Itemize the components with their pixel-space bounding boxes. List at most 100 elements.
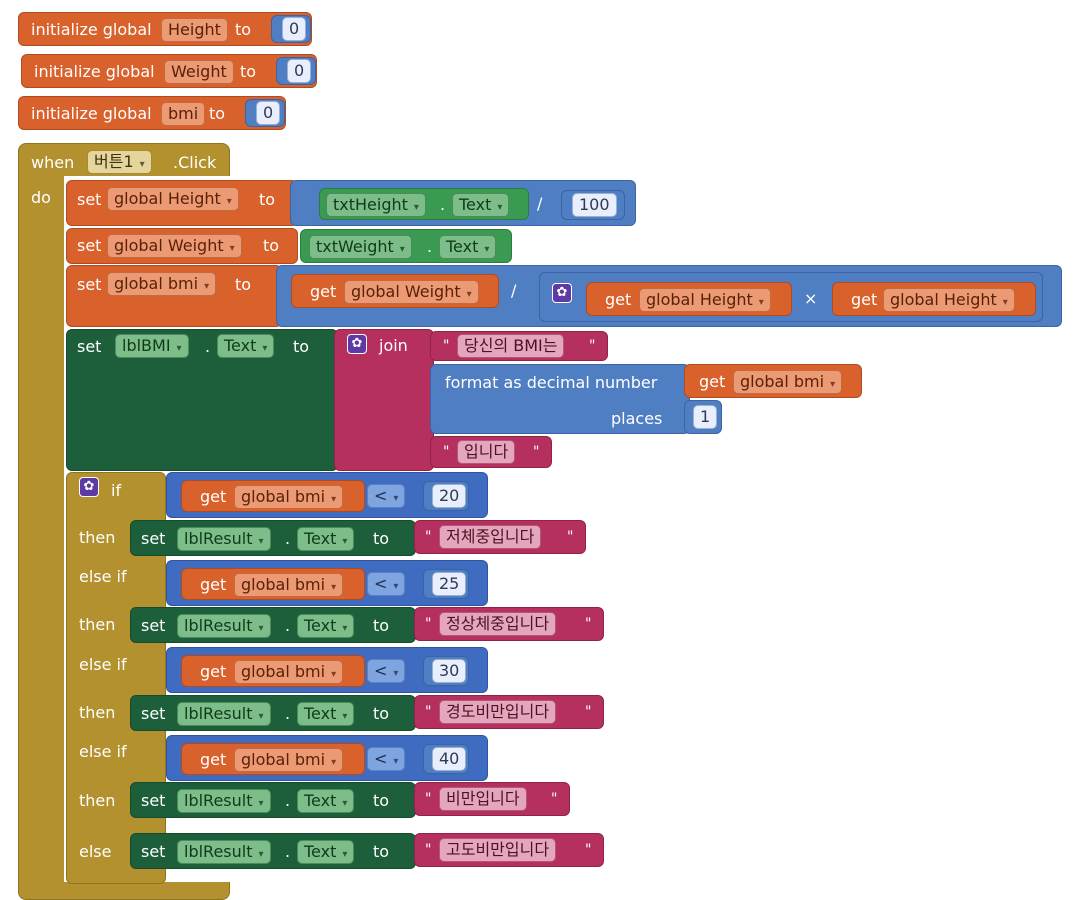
height-var-dropdown[interactable]: global Height ▾ [639, 288, 771, 312]
set-lblresult-text-block[interactable]: set lblResult ▾ . Text ▾ to [130, 782, 416, 818]
height-var-dropdown[interactable]: global Height ▾ [107, 187, 239, 211]
property-dropdown[interactable]: Text ▾ [297, 702, 355, 726]
init-global-weight-block[interactable]: initialize global Weight to 0 [21, 54, 317, 88]
number-block[interactable]: 40 [423, 744, 469, 774]
component-dropdown[interactable]: lblResult ▾ [177, 789, 271, 813]
number-value[interactable]: 25 [432, 572, 467, 596]
compare-operator-dropdown[interactable]: < ▾ [367, 747, 406, 771]
format-decimal-block[interactable]: format as decimal number places [430, 364, 690, 434]
number-block[interactable]: 0 [245, 99, 285, 127]
bmi-var-dropdown[interactable]: global bmi ▾ [234, 660, 344, 684]
set-lblresult-text-block[interactable]: set lblResult ▾ . Text ▾ to [130, 695, 416, 731]
string-block[interactable]: " 당신의 BMI는 " [430, 331, 608, 361]
set-height-block[interactable]: set global Height ▾ to [66, 180, 298, 226]
get-weight-block[interactable]: get global Weight ▾ [291, 274, 499, 308]
global-bmi-name-field[interactable]: bmi [161, 102, 206, 126]
number-value[interactable]: 0 [282, 17, 307, 41]
get-bmi-block[interactable]: get global bmi ▾ [181, 568, 365, 600]
number-block[interactable]: 25 [423, 569, 469, 599]
bmi-divide-block[interactable]: get global Weight ▾ / ✿ get global Height… [276, 265, 1062, 327]
number-value[interactable]: 30 [432, 659, 467, 683]
string-block[interactable]: " 경도비만입니다 " [414, 695, 604, 729]
component-dropdown[interactable]: txtHeight ▾ [326, 193, 426, 217]
bmi-var-dropdown[interactable]: global bmi ▾ [234, 485, 344, 509]
property-dropdown[interactable]: Text ▾ [297, 614, 355, 638]
component-dropdown[interactable]: lblResult ▾ [177, 702, 271, 726]
number-value[interactable]: 40 [432, 747, 467, 771]
string-block[interactable]: " 정상체중입니다 " [414, 607, 604, 641]
number-block[interactable]: 20 [423, 481, 469, 511]
property-dropdown[interactable]: Text ▾ [297, 840, 355, 864]
property-dropdown[interactable]: Text ▾ [297, 527, 355, 551]
txtheight-text-getter[interactable]: txtHeight ▾ . Text ▾ [319, 188, 529, 220]
bmi-var-dropdown[interactable]: global bmi ▾ [234, 573, 344, 597]
set-lblbmi-text-block[interactable]: set lblBMI ▾ . Text ▾ to [66, 329, 338, 471]
string-value[interactable]: 경도비만입니다 [439, 700, 557, 724]
number-block[interactable]: 0 [271, 15, 311, 43]
compare-operator-dropdown[interactable]: < ▾ [367, 659, 406, 683]
gear-icon[interactable]: ✿ [79, 477, 99, 497]
property-dropdown[interactable]: Text ▾ [452, 193, 510, 217]
set-lblresult-text-block[interactable]: set lblResult ▾ . Text ▾ to [130, 833, 416, 869]
string-value[interactable]: 당신의 BMI는 [457, 334, 565, 358]
init-global-bmi-block[interactable]: initialize global bmi to 0 [18, 96, 286, 130]
gear-icon[interactable]: ✿ [552, 283, 572, 303]
string-block[interactable]: " 입니다 " [430, 436, 552, 468]
set-weight-block[interactable]: set global Weight ▾ to [66, 228, 298, 264]
bmi-var-dropdown[interactable]: global bmi ▾ [733, 370, 843, 394]
component-dropdown[interactable]: lblResult ▾ [177, 840, 271, 864]
property-dropdown[interactable]: Text ▾ [217, 334, 275, 358]
set-bmi-block[interactable]: set global bmi ▾ to [66, 265, 282, 327]
string-value[interactable]: 비만입니다 [439, 787, 527, 811]
compare-block[interactable]: get global bmi ▾ < ▾ 40 [166, 735, 488, 781]
set-lblresult-text-block[interactable]: set lblResult ▾ . Text ▾ to [130, 607, 416, 643]
global-height-name-field[interactable]: Height [161, 18, 228, 42]
compare-block[interactable]: get global bmi ▾ < ▾ 25 [166, 560, 488, 606]
string-value[interactable]: 저체중입니다 [439, 525, 542, 549]
global-weight-name-field[interactable]: Weight [164, 60, 234, 84]
component-dropdown[interactable]: lblBMI ▾ [115, 334, 189, 358]
weight-var-dropdown[interactable]: global Weight ▾ [344, 280, 479, 304]
property-dropdown[interactable]: Text ▾ [297, 789, 355, 813]
get-bmi-block[interactable]: get global bmi ▾ [181, 655, 365, 687]
component-dropdown[interactable]: lblResult ▾ [177, 614, 271, 638]
init-global-height-block[interactable]: initialize global Height to 0 [18, 12, 312, 46]
property-dropdown[interactable]: Text ▾ [439, 235, 497, 259]
number-value[interactable]: 100 [572, 193, 617, 217]
get-bmi-block[interactable]: get global bmi ▾ [684, 364, 862, 398]
number-value[interactable]: 0 [287, 59, 312, 83]
multiply-block[interactable]: ✿ get global Height ▾ × get global Height… [539, 272, 1043, 322]
compare-operator-dropdown[interactable]: < ▾ [367, 572, 406, 596]
compare-operator-dropdown[interactable]: < ▾ [367, 484, 406, 508]
number-block[interactable]: 100 [561, 190, 625, 220]
bmi-var-dropdown[interactable]: global bmi ▾ [107, 272, 217, 296]
string-value[interactable]: 고도비만입니다 [439, 838, 557, 862]
string-block[interactable]: " 고도비만입니다 " [414, 833, 604, 867]
height-var-dropdown[interactable]: global Height ▾ [883, 288, 1015, 312]
component-dropdown[interactable]: lblResult ▾ [177, 527, 271, 551]
string-value[interactable]: 입니다 [457, 440, 516, 464]
gear-icon[interactable]: ✿ [347, 334, 367, 354]
get-bmi-block[interactable]: get global bmi ▾ [181, 743, 365, 775]
number-block[interactable]: 30 [423, 656, 469, 686]
join-block[interactable]: ✿ join [334, 329, 434, 471]
number-block[interactable]: 0 [276, 57, 316, 85]
number-value[interactable]: 1 [693, 405, 718, 429]
get-bmi-block[interactable]: get global bmi ▾ [181, 480, 365, 512]
weight-var-dropdown[interactable]: global Weight ▾ [107, 234, 242, 258]
string-block[interactable]: " 비만입니다 " [414, 782, 570, 816]
compare-block[interactable]: get global bmi ▾ < ▾ 20 [166, 472, 488, 518]
compare-block[interactable]: get global bmi ▾ < ▾ 30 [166, 647, 488, 693]
string-value[interactable]: 정상체중입니다 [439, 612, 557, 636]
number-block[interactable]: 1 [684, 400, 722, 434]
number-value[interactable]: 20 [432, 484, 467, 508]
txtweight-text-getter[interactable]: txtWeight ▾ . Text ▾ [300, 229, 512, 263]
number-value[interactable]: 0 [256, 101, 281, 125]
set-lblresult-text-block[interactable]: set lblResult ▾ . Text ▾ to [130, 520, 416, 556]
string-block[interactable]: " 저체중입니다 " [414, 520, 586, 554]
divide-block[interactable]: txtHeight ▾ . Text ▾ / 100 [290, 180, 636, 226]
event-component-dropdown[interactable]: 버튼1 ▾ [87, 150, 152, 174]
bmi-var-dropdown[interactable]: global bmi ▾ [234, 748, 344, 772]
component-dropdown[interactable]: txtWeight ▾ [309, 235, 412, 259]
get-height-block[interactable]: get global Height ▾ [586, 282, 792, 316]
